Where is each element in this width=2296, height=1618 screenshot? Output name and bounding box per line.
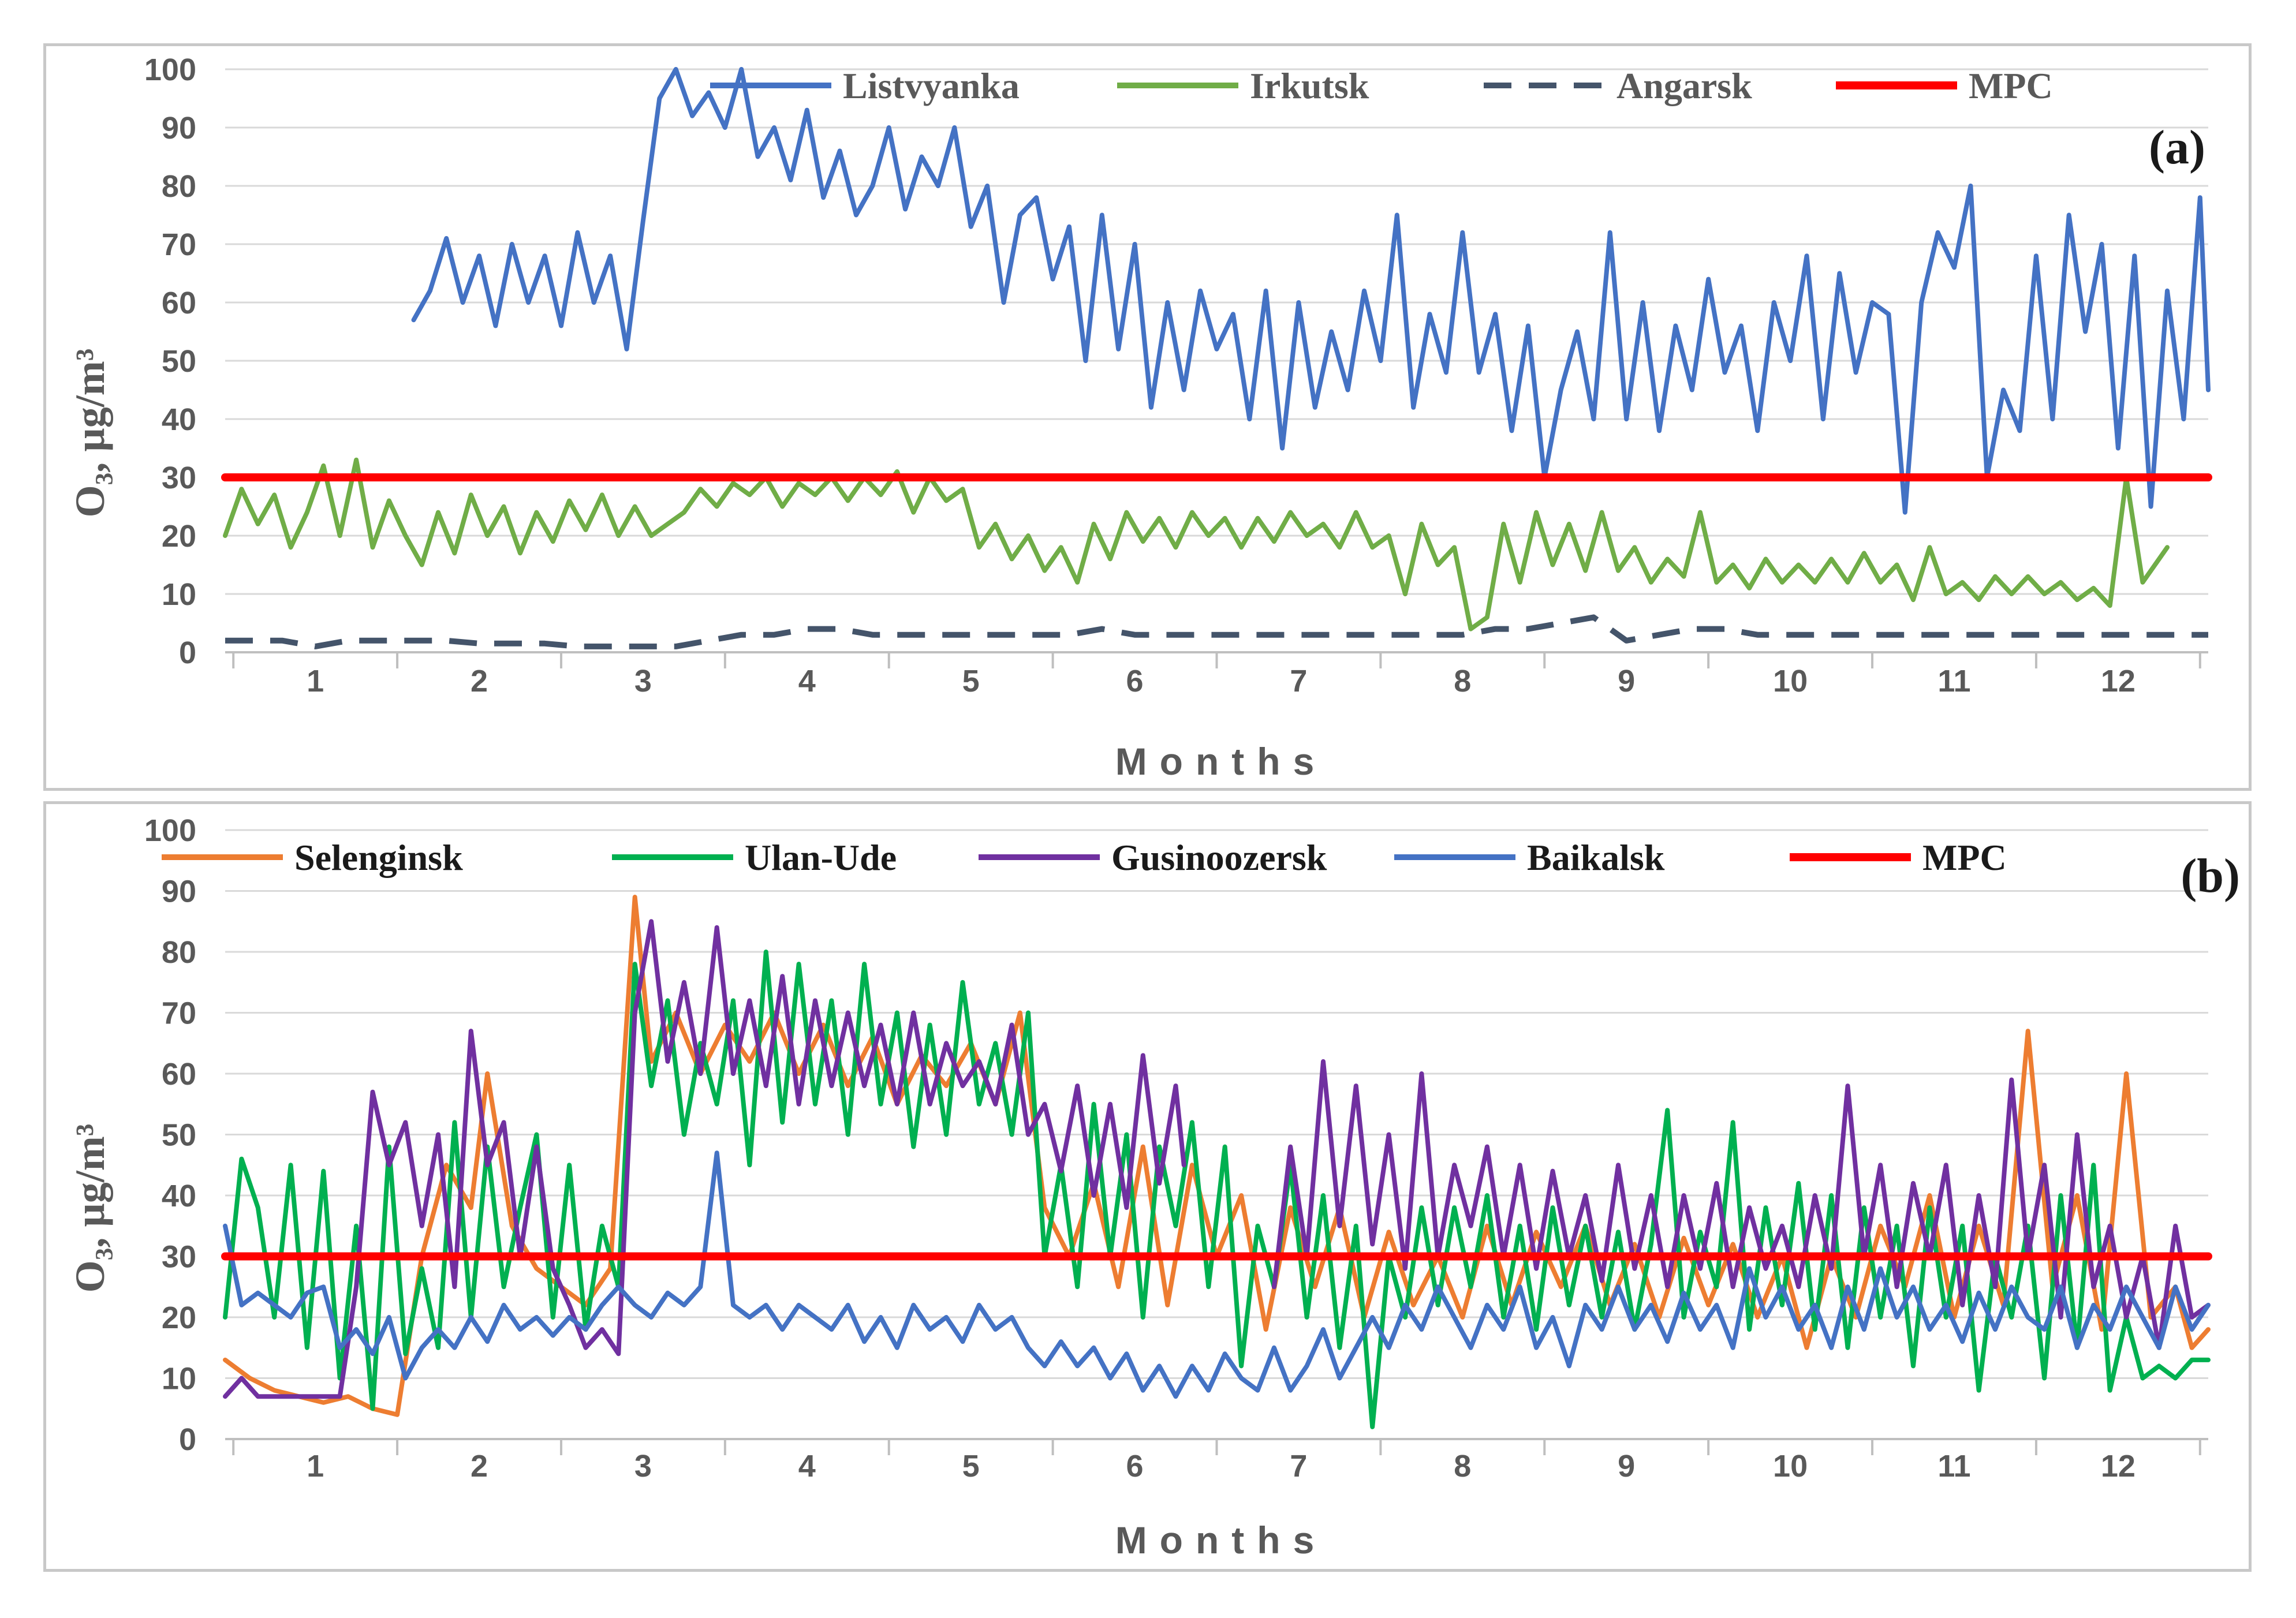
chart-a-y-axis-label: O₃, µg/m³ xyxy=(67,349,113,518)
chart-panel-b: 0 10 20 30 40 50 60 70 80 90 100 1 2 3 4 5 6 7 8 9 10 11 12 M… xyxy=(43,801,2252,1572)
chart-b-series-ulan-ude xyxy=(223,950,2211,1429)
chart-b-x-tick-label: 8 xyxy=(1454,1449,1471,1484)
chart-b-x-ticks: 1 2 3 4 5 6 7 8 9 10 11 12 xyxy=(232,1439,2201,1484)
chart-b-y-ticks: 0 10 20 30 40 50 60 70 80 90 100 xyxy=(144,813,196,1457)
chart-b-x-tick-label: 11 xyxy=(1937,1449,1970,1484)
chart-b-x-tick-label: 12 xyxy=(2101,1449,2136,1484)
chart-b-y-tick-label: 60 xyxy=(162,1057,196,1092)
chart-b-x-tick-label: 5 xyxy=(962,1449,980,1484)
chart-b-y-tick-label: 90 xyxy=(162,875,196,909)
chart-b-series-gusinoozersk xyxy=(223,919,1186,1399)
chart-a-gridlines xyxy=(225,68,2208,653)
chart-a-series-angarsk xyxy=(225,614,2208,649)
chart-a-x-ticks: 1 2 3 4 5 6 7 8 9 10 11 12 xyxy=(232,652,2201,698)
chart-a-y-tick-label: 20 xyxy=(162,519,196,554)
chart-b-series xyxy=(221,895,2212,1429)
chart-a-x-axis-label: Months xyxy=(1115,740,1327,783)
chart-b-y-tick-label: 70 xyxy=(162,996,196,1031)
chart-b-y-tick-label: 40 xyxy=(162,1179,196,1213)
chart-b-y-tick-label: 100 xyxy=(144,813,196,848)
chart-b-x-tick-label: 10 xyxy=(1773,1449,1808,1484)
chart-a-legend-label: Listvyanka xyxy=(843,65,1020,106)
chart-a-x-tick-label: 2 xyxy=(471,664,488,698)
chart-b-legend: Selenginsk Ulan-Ude Gusinoozersk Baikalsk MP… xyxy=(162,837,2007,878)
chart-a-series xyxy=(221,67,2212,649)
chart-a-x-tick-label: 4 xyxy=(798,664,816,698)
chart-a-panel-label: (a) xyxy=(2149,121,2205,174)
chart-a-y-tick-label: 60 xyxy=(162,286,196,320)
chart-panel-a: 0 10 20 30 40 50 60 70 80 90 100 1 2 3 4 5 6 7 8 9 10 11 12 M… xyxy=(43,43,2252,791)
chart-a-x-tick-label: 9 xyxy=(1618,664,1635,698)
chart-a-x-tick-label: 12 xyxy=(2101,664,2136,698)
chart-b-legend-label: Ulan-Ude xyxy=(745,837,897,878)
chart-b-legend-label: Gusinoozersk xyxy=(1111,837,1327,878)
chart-b-x-tick-label: 7 xyxy=(1290,1449,1307,1484)
chart-b-legend-label: Baikalsk xyxy=(1527,837,1665,878)
chart-b-x-axis-label: Months xyxy=(1115,1519,1327,1561)
chart-a-y-tick-label: 40 xyxy=(162,402,196,437)
chart-a-x-tick-label: 3 xyxy=(634,664,652,698)
chart-b-legend-label: MPC xyxy=(1922,837,2007,878)
chart-b-y-tick-label: 30 xyxy=(162,1240,196,1275)
chart-b-x-tick-label: 6 xyxy=(1126,1449,1144,1484)
chart-a-x-tick-label: 6 xyxy=(1126,664,1144,698)
chart-b-series-gusinoozersk xyxy=(1271,1059,2211,1350)
chart-a-y-tick-label: 90 xyxy=(162,111,196,145)
chart-a-series-listvyanka xyxy=(411,67,2211,515)
chart-a-y-tick-label: 10 xyxy=(162,577,196,612)
chart-a-series-irkutsk xyxy=(223,457,2170,631)
chart-b-x-tick-label: 2 xyxy=(471,1449,488,1484)
chart-b-y-tick-label: 10 xyxy=(162,1362,196,1396)
chart-b-x-tick-label: 9 xyxy=(1618,1449,1635,1484)
chart-a-legend-label: Irkutsk xyxy=(1250,65,1369,106)
chart-b-y-tick-label: 50 xyxy=(162,1118,196,1153)
chart-b-legend-label: Selenginsk xyxy=(294,837,463,878)
chart-a-x-tick-label: 8 xyxy=(1454,664,1471,698)
chart-a-legend: Listvyanka Irkutsk Angarsk MPC xyxy=(710,65,2053,106)
chart-b-y-tick-label: 80 xyxy=(162,935,196,970)
chart-b-x-tick-label: 3 xyxy=(634,1449,652,1484)
chart-a-x-tick-label: 11 xyxy=(1937,664,1970,698)
chart-a-x-tick-label: 5 xyxy=(962,664,980,698)
chart-a-y-tick-label: 0 xyxy=(179,636,196,670)
chart-b-y-tick-label: 20 xyxy=(162,1301,196,1335)
chart-b-x-tick-label: 4 xyxy=(798,1449,816,1484)
chart-a-legend-label: Angarsk xyxy=(1616,65,1752,106)
chart-a-x-tick-label: 7 xyxy=(1290,664,1307,698)
chart-b-y-axis-label: O₃, µg/m³ xyxy=(67,1124,113,1293)
chart-a-y-tick-label: 100 xyxy=(144,53,196,87)
chart-a-y-ticks: 0 10 20 30 40 50 60 70 80 90 100 xyxy=(144,53,196,670)
chart-a-y-tick-label: 80 xyxy=(162,169,196,204)
chart-b-y-tick-label: 0 xyxy=(179,1422,196,1457)
chart-b-series-baikalsk xyxy=(223,1150,2211,1399)
chart-a-y-tick-label: 30 xyxy=(162,461,196,495)
chart-b-x-tick-label: 1 xyxy=(307,1449,324,1484)
chart-a-x-tick-label: 1 xyxy=(307,664,324,698)
chart-a-x-tick-label: 10 xyxy=(1773,664,1808,698)
chart-b-panel-label: (b) xyxy=(2181,849,2240,903)
chart-a-y-tick-label: 70 xyxy=(162,227,196,262)
chart-a-legend-label: MPC xyxy=(1969,65,2053,106)
chart-a-y-tick-label: 50 xyxy=(162,344,196,379)
